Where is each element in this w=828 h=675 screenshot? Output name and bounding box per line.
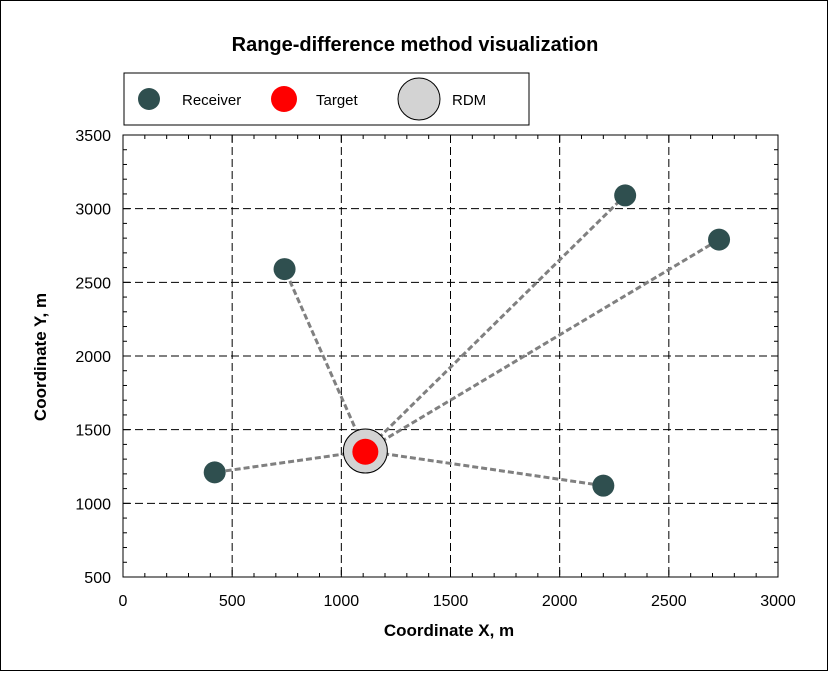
y-tick-labels: 500 1000 1500 2000 2500 3000 3500 (75, 128, 111, 587)
x-axis-label: Coordinate X, m (384, 621, 514, 640)
x-tick-labels: 0 500 1000 1500 2000 2500 3000 (119, 593, 796, 610)
receiver-marker (203, 461, 226, 484)
legend-box (123, 72, 530, 126)
connection-lines (214, 194, 720, 488)
receiver-marker (614, 184, 637, 207)
y-tick-label: 3500 (75, 128, 111, 145)
receiver-link-line (364, 194, 627, 453)
y-tick-label: 1000 (75, 496, 111, 513)
x-tick-label: 2000 (542, 593, 578, 610)
y-tick-label: 2500 (75, 275, 111, 292)
y-tick-label: 1500 (75, 423, 111, 440)
legend-receiver-label: Receiver (182, 92, 241, 109)
grid-lines (123, 135, 778, 577)
x-tick-label: 3000 (760, 593, 796, 610)
legend: Receiver Target RDM (123, 72, 530, 126)
receiver-link-line (283, 268, 367, 452)
y-tick-label: 3000 (75, 202, 111, 219)
chart-title: Range-difference method visualization (232, 34, 599, 56)
y-axis-label: Coordinate Y, m (31, 293, 50, 421)
receiver-marker (273, 258, 296, 281)
x-tick-label: 1000 (324, 593, 360, 610)
data-markers (203, 184, 731, 497)
x-tick-label: 1500 (433, 593, 469, 610)
legend-target-marker (271, 86, 297, 112)
x-tick-label: 500 (219, 593, 246, 610)
legend-rdm-label: RDM (452, 92, 486, 109)
legend-rdm-marker (397, 77, 441, 121)
receiver-marker (708, 228, 731, 251)
receiver-link-line (214, 449, 366, 474)
x-tick-label: 0 (119, 593, 128, 610)
x-tick-label: 2500 (651, 593, 687, 610)
legend-receiver-marker (138, 88, 160, 110)
y-tick-label: 500 (84, 570, 111, 587)
receiver-link-line (365, 449, 604, 488)
y-tick-label: 2000 (75, 349, 111, 366)
receiver-link-line (364, 238, 720, 453)
plot-area-border (122, 134, 779, 578)
legend-target-label: Target (316, 92, 359, 109)
receiver-marker (592, 474, 615, 497)
target-marker (352, 438, 379, 465)
